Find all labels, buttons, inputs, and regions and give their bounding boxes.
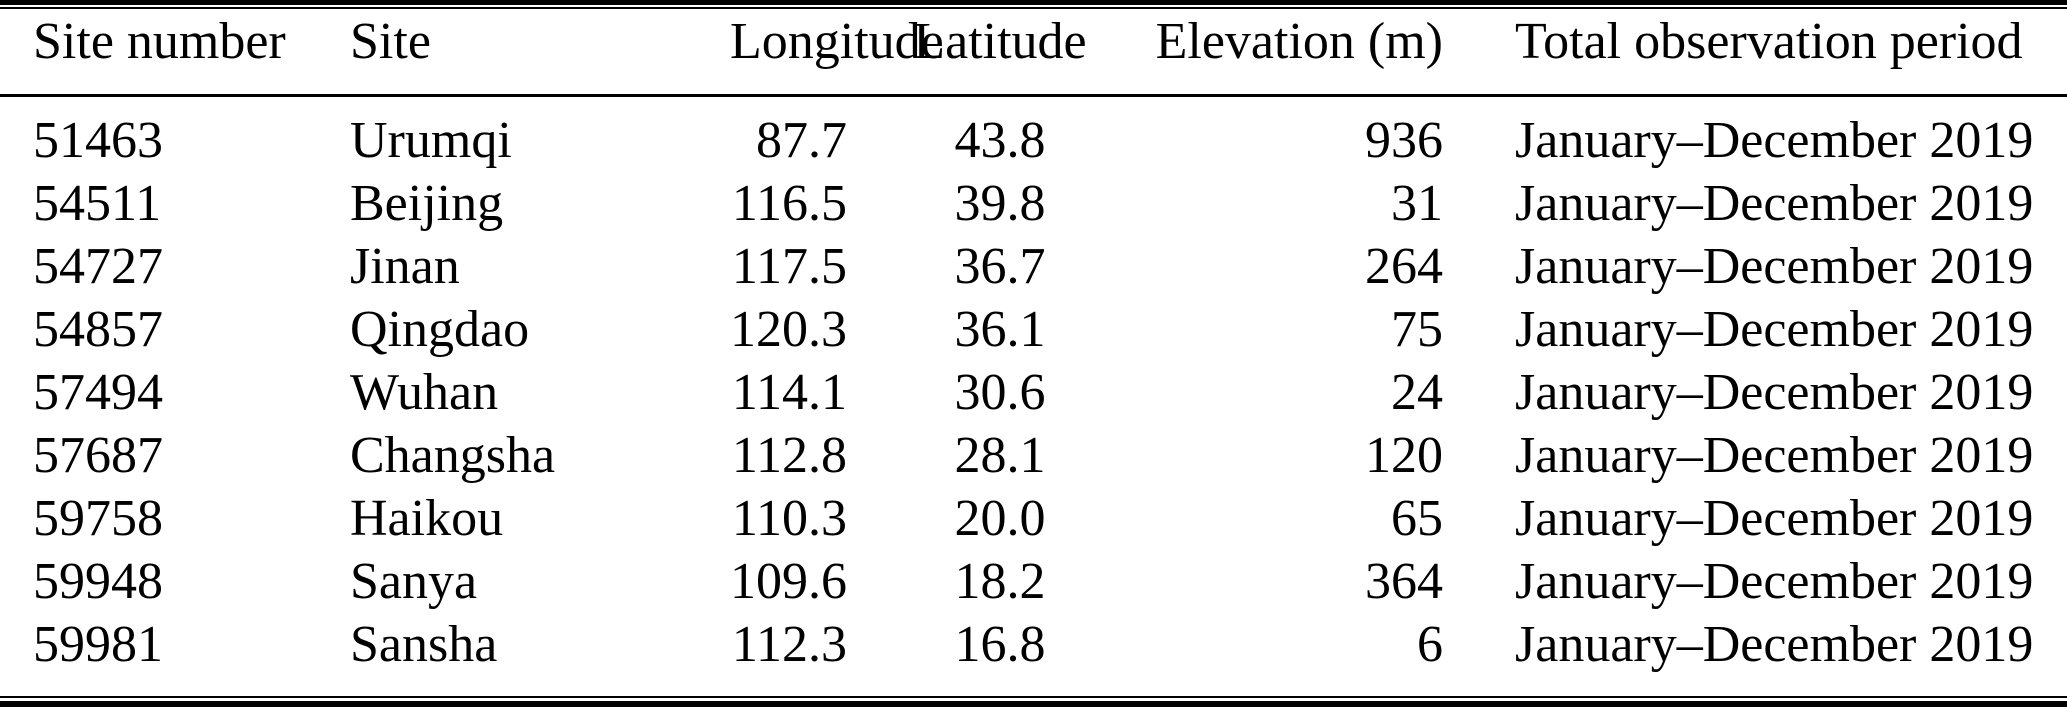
- cell-longitude: 87.7: [756, 112, 847, 169]
- cell-latitude: 28.1: [954, 427, 1046, 484]
- table-row: 59981 Sansha 112.3 16.8 6 January–December 20…: [0, 613, 2067, 676]
- table-row: 54511 Beijing 116.5 39.8 31 January–December …: [0, 172, 2067, 235]
- cell-site_number: 54727: [33, 238, 163, 295]
- cell-total_observation_period: January–December 2019: [1515, 175, 2034, 232]
- column-header-site-number: Site number: [33, 13, 286, 70]
- cell-elevation_m: 936: [1365, 112, 1443, 169]
- cell-longitude: 110.3: [731, 490, 847, 547]
- cell-total_observation_period: January–December 2019: [1515, 238, 2034, 295]
- cell-elevation_m: 31: [1391, 175, 1443, 232]
- cell-elevation_m: 364: [1365, 553, 1443, 610]
- table-header: Site number Site Longitude Latitude Elev…: [0, 0, 2067, 97]
- cell-total_observation_period: January–December 2019: [1515, 112, 2034, 169]
- table-body: 51463 Urumqi 87.7 43.8 936 January–December 2…: [0, 97, 2067, 676]
- cell-total_observation_period: January–December 2019: [1515, 616, 2034, 673]
- cell-site_number: 57494: [33, 364, 163, 421]
- cell-latitude: 30.6: [954, 364, 1046, 421]
- table-row: 51463 Urumqi 87.7 43.8 936 January–December 2…: [0, 97, 2067, 172]
- table-row: 57687 Changsha 112.8 28.1 120 January–Decembe…: [0, 424, 2067, 487]
- cell-total_observation_period: January–December 2019: [1515, 364, 2034, 421]
- cell-longitude: 117.5: [731, 238, 847, 295]
- header-row: Site number Site Longitude Latitude Elev…: [0, 0, 2067, 97]
- table-row: 54857 Qingdao 120.3 36.1 75 January–December …: [0, 298, 2067, 361]
- cell-site: Changsha: [350, 427, 556, 484]
- header-separator-rule: [0, 94, 2067, 97]
- cell-latitude: 20.0: [954, 490, 1046, 547]
- cell-site_number: 51463: [33, 112, 163, 169]
- column-header-total-observation-period: Total observation period: [1515, 13, 2023, 70]
- cell-site_number: 54511: [33, 175, 162, 232]
- cell-site: Beijing: [350, 175, 504, 232]
- column-header-longitude: Longitude: [730, 13, 944, 70]
- table-row: 59948 Sanya 109.6 18.2 364 January–December 2…: [0, 550, 2067, 613]
- cell-total_observation_period: January–December 2019: [1515, 490, 2034, 547]
- cell-site_number: 54857: [33, 301, 163, 358]
- cell-site: Urumqi: [350, 112, 512, 169]
- cell-site: Jinan: [350, 238, 460, 295]
- sites-table: Site number Site Longitude Latitude Elev…: [0, 0, 2067, 676]
- cell-site: Haikou: [350, 490, 504, 547]
- cell-site_number: 59981: [33, 616, 163, 673]
- cell-longitude: 112.3: [731, 616, 847, 673]
- cell-latitude: 36.1: [954, 301, 1046, 358]
- table-row: 59758 Haikou 110.3 20.0 65 January–December 2…: [0, 487, 2067, 550]
- cell-total_observation_period: January–December 2019: [1515, 301, 2034, 358]
- bottom-rule-thick: [0, 701, 2067, 707]
- cell-longitude: 114.1: [731, 364, 847, 421]
- column-header-site: Site: [350, 13, 431, 70]
- cell-latitude: 43.8: [954, 112, 1046, 169]
- column-header-elevation: Elevation (m): [1155, 13, 1443, 70]
- cell-elevation_m: 264: [1365, 238, 1443, 295]
- cell-site: Sansha: [350, 616, 498, 673]
- cell-longitude: 112.8: [731, 427, 847, 484]
- cell-total_observation_period: January–December 2019: [1515, 427, 2034, 484]
- cell-elevation_m: 65: [1391, 490, 1443, 547]
- cell-longitude: 120.3: [730, 301, 847, 358]
- bottom-rule-thin: [0, 696, 2067, 698]
- cell-site_number: 59758: [33, 490, 163, 547]
- top-rule-thick: [0, 0, 2067, 5]
- cell-elevation_m: 75: [1391, 301, 1443, 358]
- cell-site: Sanya: [350, 553, 478, 610]
- column-header-latitude: Latitude: [913, 13, 1087, 70]
- table-row: 57494 Wuhan 114.1 30.6 24 January–December 20…: [0, 361, 2067, 424]
- cell-elevation_m: 24: [1391, 364, 1443, 421]
- cell-site: Qingdao: [350, 301, 530, 358]
- cell-latitude: 18.2: [954, 553, 1046, 610]
- cell-latitude: 36.7: [954, 238, 1046, 295]
- top-rule-thin: [0, 7, 2067, 9]
- table-row: 54727 Jinan 117.5 36.7 264 January–December 2…: [0, 235, 2067, 298]
- cell-site_number: 59948: [33, 553, 163, 610]
- cell-longitude: 109.6: [730, 553, 847, 610]
- cell-total_observation_period: January–December 2019: [1515, 553, 2034, 610]
- cell-latitude: 39.8: [954, 175, 1046, 232]
- cell-longitude: 116.5: [731, 175, 847, 232]
- cell-site_number: 57687: [33, 427, 163, 484]
- cell-elevation_m: 120: [1365, 427, 1443, 484]
- cell-latitude: 16.8: [954, 616, 1046, 673]
- cell-elevation_m: 6: [1417, 616, 1443, 673]
- cell-site: Wuhan: [350, 364, 499, 421]
